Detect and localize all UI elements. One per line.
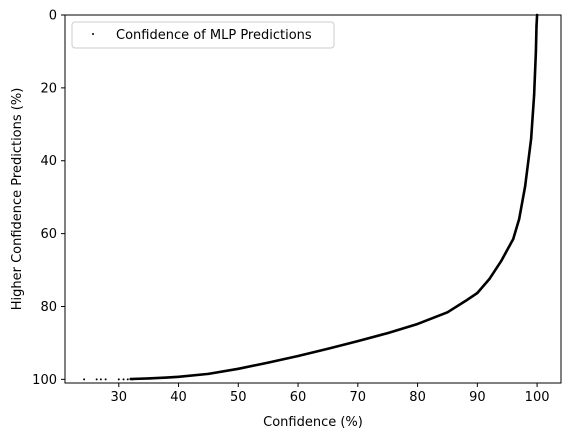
data-point <box>296 354 300 358</box>
data-point <box>122 378 125 381</box>
data-point <box>177 375 180 379</box>
x-tick-label: 40 <box>170 390 187 405</box>
data-point <box>529 137 533 141</box>
data-point <box>416 322 419 326</box>
data-point <box>95 378 98 381</box>
data-point <box>532 93 536 97</box>
y-tick-label: 0 <box>49 9 57 24</box>
data-point <box>237 367 240 370</box>
axes: 30 40 50 60 70 80 90 100 0 20 40 60 80 100 <box>32 9 549 406</box>
data-point <box>523 185 527 188</box>
data-point <box>126 378 129 381</box>
data-point <box>99 378 102 381</box>
data-point <box>534 50 538 53</box>
data-point <box>83 378 86 381</box>
data-point <box>511 237 515 241</box>
legend: Confidence of MLP Predictions <box>71 21 335 49</box>
data-point <box>117 378 120 381</box>
x-tick-label: 50 <box>230 390 247 405</box>
x-tick-label: 30 <box>111 390 128 405</box>
x-tick-label: 90 <box>469 390 486 405</box>
legend-marker <box>92 33 94 35</box>
data-point <box>326 347 330 350</box>
x-axis-label: Confidence (%) <box>263 415 363 430</box>
data-point <box>129 377 132 381</box>
data-point <box>500 259 503 263</box>
data-point <box>488 277 491 281</box>
x-tick-label: 80 <box>409 390 426 405</box>
data-point <box>464 299 467 303</box>
data-point <box>535 24 538 28</box>
data-point <box>386 331 389 335</box>
y-tick-label: 60 <box>40 227 57 242</box>
data-point <box>207 372 210 376</box>
legend-box <box>71 21 335 49</box>
x-tick-label: 70 <box>350 390 367 405</box>
y-tick-label: 80 <box>40 300 57 315</box>
data-point <box>356 339 360 343</box>
y-tick-label: 40 <box>40 154 57 169</box>
data-point <box>165 376 168 379</box>
y-tick-label: 20 <box>40 81 57 96</box>
data-point <box>517 217 521 221</box>
y-axis-label: Higher Confidence Predictions (%) <box>10 88 25 311</box>
x-tick-label: 60 <box>290 390 307 405</box>
data-point <box>147 377 150 380</box>
x-tick-label: 100 <box>525 390 550 405</box>
data-point <box>446 311 449 314</box>
data-point <box>266 361 270 364</box>
data-point <box>131 378 134 381</box>
legend-label: Confidence of MLP Predictions <box>116 28 312 43</box>
plot-frame <box>64 14 562 384</box>
y-tick-label: 100 <box>32 373 57 388</box>
data-point <box>104 378 107 381</box>
data-point <box>476 291 479 295</box>
plot-area <box>83 13 539 381</box>
